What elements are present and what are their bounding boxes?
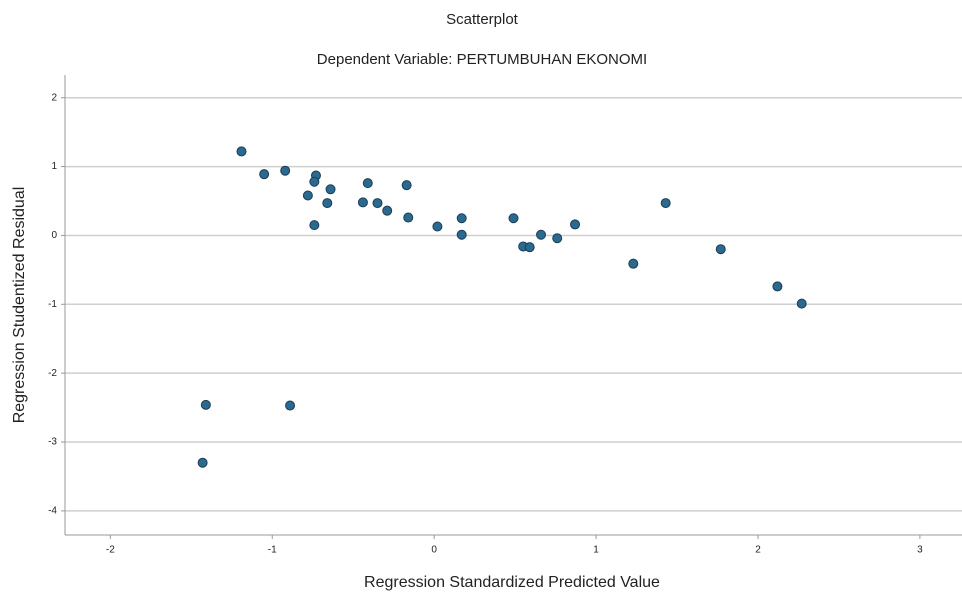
point	[628, 258, 639, 269]
point	[432, 221, 443, 232]
point	[280, 165, 291, 176]
point	[536, 229, 547, 240]
y-tick-label: 1	[51, 161, 57, 172]
x-tick-label: -2	[106, 545, 115, 556]
point	[660, 198, 671, 209]
point	[309, 220, 320, 231]
chart-subtitle: Dependent Variable: PERTUMBUHAN EKONOMI	[317, 51, 647, 68]
point	[524, 242, 535, 253]
x-tick-label: 2	[755, 545, 761, 556]
point	[508, 213, 519, 224]
point	[456, 213, 467, 224]
y-tick-label: 0	[51, 230, 57, 241]
point	[309, 176, 320, 187]
point	[197, 457, 208, 468]
y-tick-label: -1	[48, 299, 57, 310]
point	[259, 169, 270, 180]
x-tick-label: -1	[268, 545, 277, 556]
point	[357, 197, 368, 208]
point	[456, 229, 467, 240]
point	[362, 178, 373, 189]
y-tick-label: 2	[51, 92, 57, 103]
y-tick-label: -3	[48, 437, 57, 448]
y-axis-label: Regression Studentized Residual	[11, 187, 28, 424]
point	[285, 400, 296, 411]
x-axis-label: Regression Standardized Predicted Value	[364, 574, 660, 591]
point	[302, 190, 313, 201]
y-tick-label: -2	[48, 368, 57, 379]
x-tick-label: 3	[917, 545, 923, 556]
point	[403, 212, 414, 223]
point	[401, 180, 412, 191]
chart-title: Scatterplot	[446, 11, 519, 28]
point	[715, 244, 726, 255]
y-tick-label: -4	[48, 506, 57, 517]
point	[772, 281, 783, 292]
point	[372, 198, 383, 209]
point	[200, 399, 211, 410]
point	[325, 184, 336, 195]
point	[552, 233, 563, 244]
point	[322, 198, 333, 209]
point	[236, 146, 247, 157]
point	[796, 298, 807, 309]
point	[382, 205, 393, 216]
x-tick-label: 1	[593, 545, 599, 556]
x-tick-label: 0	[431, 545, 437, 556]
point	[570, 219, 581, 230]
